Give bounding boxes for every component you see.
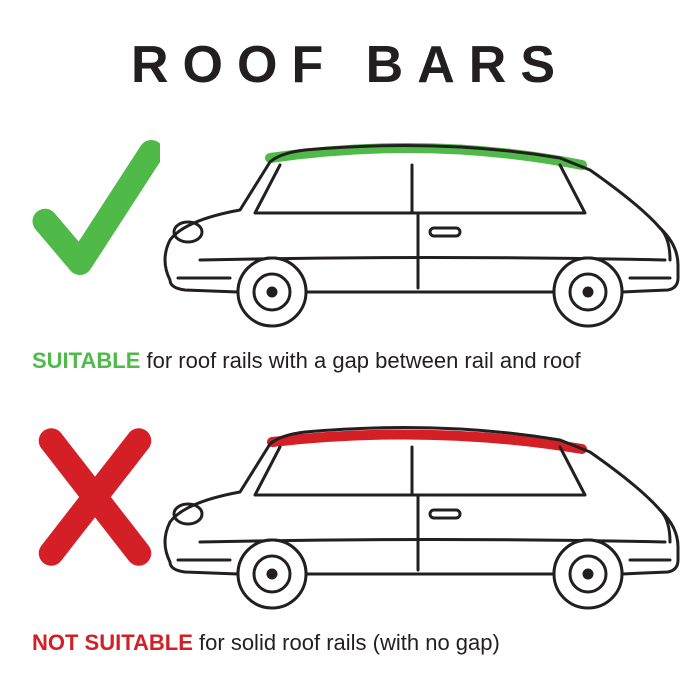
- suitable-rest: for roof rails with a gap between rail a…: [140, 348, 580, 373]
- car-not-suitable: [130, 392, 690, 622]
- not-suitable-lead: NOT SUITABLE: [32, 630, 193, 655]
- car-suitable: [130, 110, 690, 340]
- suitable-lead: SUITABLE: [32, 348, 140, 373]
- suitable-caption: SUITABLE for roof rails with a gap betwe…: [10, 348, 690, 374]
- page-title: ROOF BARS: [10, 35, 690, 95]
- not-suitable-caption: NOT SUITABLE for solid roof rails (with …: [10, 630, 690, 656]
- suitable-panel: [10, 110, 690, 340]
- not-suitable-rest: for solid roof rails (with no gap): [193, 630, 500, 655]
- not-suitable-panel: [10, 392, 690, 622]
